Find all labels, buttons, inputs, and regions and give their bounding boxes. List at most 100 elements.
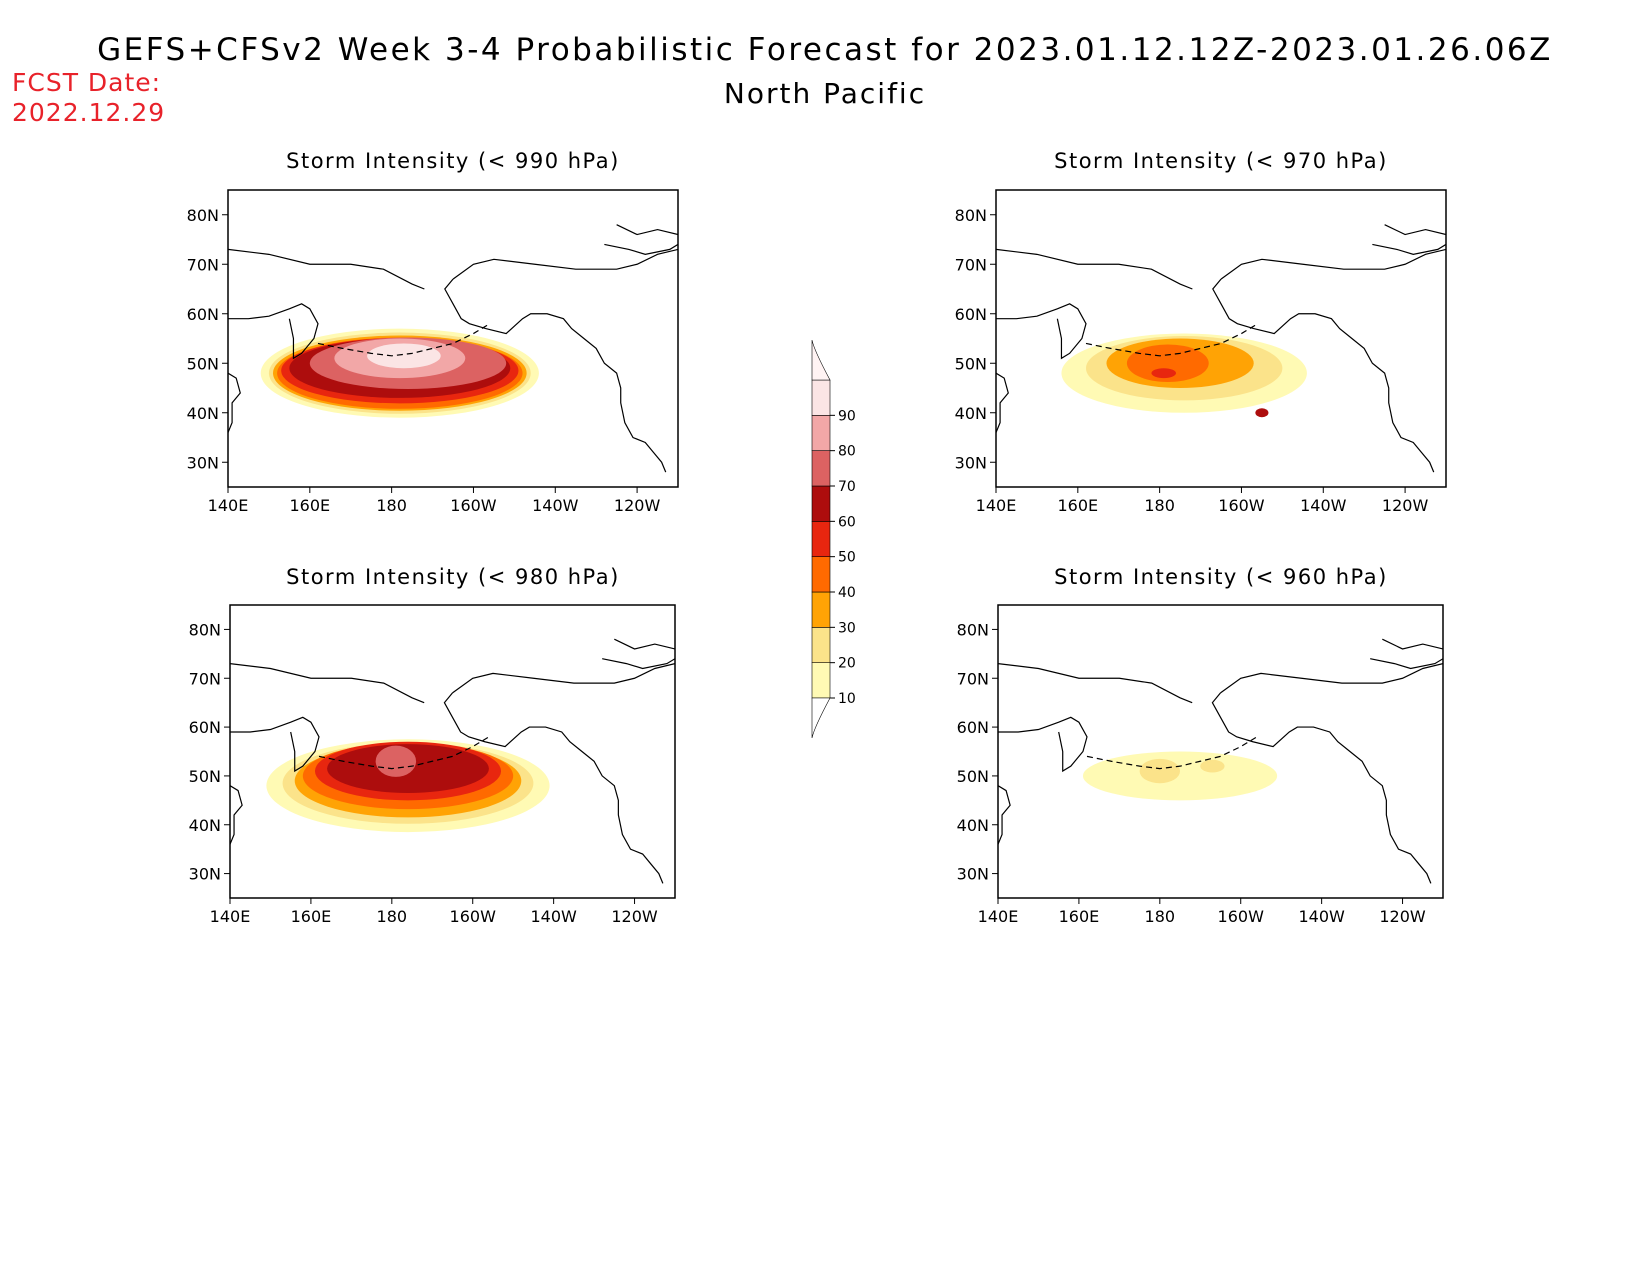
coastline-segment bbox=[228, 248, 425, 290]
coastline-segment bbox=[998, 785, 1011, 850]
panel-title-990: Storm Intensity (< 990 hPa) bbox=[286, 149, 620, 173]
lon-tick-label: 180 bbox=[376, 496, 407, 515]
probability-contour bbox=[1139, 758, 1181, 784]
lat-tick-label: 40N bbox=[955, 404, 987, 423]
probability-contour bbox=[1082, 751, 1278, 801]
coastline-segment bbox=[444, 278, 667, 473]
panel-title-970: Storm Intensity (< 970 hPa) bbox=[1054, 149, 1388, 173]
lat-tick-label: 60N bbox=[957, 718, 989, 737]
probability-contour bbox=[282, 742, 534, 824]
lat-tick-label: 50N bbox=[189, 767, 221, 786]
colorbar-segment bbox=[811, 379, 831, 416]
coastline-segment bbox=[1372, 243, 1446, 255]
probability-contour bbox=[289, 338, 511, 398]
lat-tick-label: 80N bbox=[189, 620, 221, 639]
probability-contour bbox=[302, 742, 514, 810]
coastline-segment bbox=[230, 716, 320, 773]
colorbar-segment bbox=[811, 627, 831, 663]
lon-tick-label: 180 bbox=[1144, 496, 1175, 515]
probability-contour bbox=[375, 745, 417, 777]
lon-tick-label: 160W bbox=[450, 907, 497, 926]
lon-tick-label: 120W bbox=[1382, 496, 1429, 515]
probability-contour bbox=[260, 328, 539, 418]
probability-contour bbox=[277, 337, 523, 409]
coastline-segment bbox=[996, 372, 1009, 439]
coastline-segment bbox=[602, 658, 675, 670]
lon-tick-label: 160E bbox=[291, 907, 332, 926]
probability-contour bbox=[268, 332, 531, 414]
coastline-segment bbox=[1382, 638, 1443, 650]
coastline-segment bbox=[996, 303, 1087, 360]
aleutian-islands bbox=[1085, 323, 1259, 357]
probability-contour bbox=[294, 744, 522, 818]
lon-tick-label: 160E bbox=[1057, 496, 1098, 515]
coastline-segment bbox=[1370, 658, 1443, 670]
coastline-segment bbox=[1220, 248, 1446, 280]
coastline-segment bbox=[1212, 278, 1435, 473]
map-frame bbox=[997, 604, 1444, 899]
panel-title-960: Storm Intensity (< 960 hPa) bbox=[1054, 565, 1388, 589]
map-frame bbox=[229, 604, 676, 899]
colorbar-label: 10 bbox=[838, 691, 856, 707]
colorbar-segment bbox=[811, 556, 831, 593]
map-frame bbox=[227, 189, 679, 488]
colorbar-label: 90 bbox=[838, 408, 856, 424]
lat-tick-label: 50N bbox=[187, 354, 219, 373]
coastline bbox=[228, 224, 678, 473]
colorbar-label: 20 bbox=[838, 656, 856, 672]
lat-tick-label: 70N bbox=[955, 255, 987, 274]
lon-tick-label: 160E bbox=[289, 496, 330, 515]
probability-contour bbox=[327, 744, 489, 794]
probability-contour bbox=[1106, 338, 1254, 388]
lon-tick-label: 120W bbox=[611, 907, 658, 926]
colorbar-segment bbox=[811, 485, 831, 522]
lon-tick-label: 140E bbox=[208, 496, 249, 515]
probability-contour bbox=[1151, 368, 1176, 379]
lat-tick-label: 70N bbox=[189, 669, 221, 688]
coastline-segment bbox=[230, 785, 243, 850]
lat-tick-label: 60N bbox=[955, 305, 987, 324]
lat-tick-label: 80N bbox=[187, 206, 219, 225]
colorbar-label: 60 bbox=[838, 514, 856, 530]
main-title: GEFS+CFSv2 Week 3-4 Probabilistic Foreca… bbox=[97, 32, 1553, 68]
aleutian-islands bbox=[318, 736, 490, 770]
forecast-date-label: FCST Date: bbox=[12, 68, 162, 97]
coastline bbox=[998, 638, 1443, 884]
colorbar-label: 40 bbox=[838, 585, 856, 601]
probability-contour bbox=[334, 338, 466, 379]
colorbar-segment bbox=[811, 521, 831, 557]
probability-field bbox=[260, 328, 539, 418]
coastline-segment bbox=[996, 248, 1193, 290]
colorbar-label: 50 bbox=[838, 550, 856, 566]
forecast-date-value: 2022.12.29 bbox=[12, 98, 166, 127]
coastline-segment bbox=[604, 243, 678, 255]
lon-tick-label: 140W bbox=[1298, 907, 1345, 926]
probability-contour bbox=[281, 338, 519, 404]
lat-tick-label: 80N bbox=[955, 206, 987, 225]
lat-tick-label: 30N bbox=[957, 865, 989, 884]
probability-field bbox=[266, 739, 550, 833]
probability-contour bbox=[266, 739, 550, 833]
coastline-segment bbox=[998, 663, 1193, 704]
lat-tick-label: 50N bbox=[955, 354, 987, 373]
aleutian-islands bbox=[317, 323, 491, 357]
coastline bbox=[230, 638, 675, 884]
probability-contour bbox=[273, 335, 527, 411]
probability-field bbox=[1082, 751, 1278, 801]
lat-tick-label: 60N bbox=[189, 718, 221, 737]
coastline-segment bbox=[1384, 224, 1446, 236]
colorbar-label: 80 bbox=[838, 444, 856, 460]
lon-tick-label: 140W bbox=[530, 907, 577, 926]
coastline-segment bbox=[443, 692, 664, 884]
lat-tick-label: 50N bbox=[957, 767, 989, 786]
colorbar-segment bbox=[811, 662, 831, 699]
probability-contour bbox=[1255, 408, 1269, 418]
lat-tick-label: 40N bbox=[187, 404, 219, 423]
colorbar-segment bbox=[811, 591, 831, 628]
lat-tick-label: 80N bbox=[957, 620, 989, 639]
